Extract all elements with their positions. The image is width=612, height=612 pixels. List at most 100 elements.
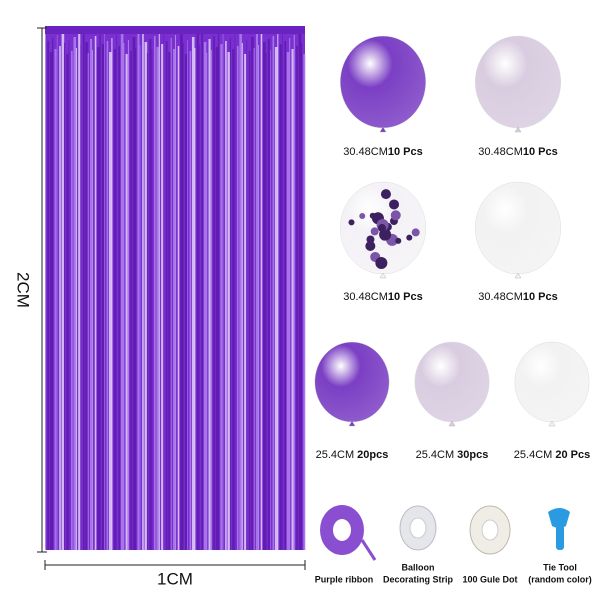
balloon-count: 30pcs <box>457 449 488 461</box>
curtain-strand <box>260 31 263 550</box>
curtain-strand <box>236 46 239 550</box>
confetti <box>411 228 420 237</box>
balloon-count: 20 Pcs <box>555 449 590 461</box>
curtain-strand <box>258 45 259 550</box>
balloon-body <box>514 341 590 423</box>
balloon <box>414 341 490 427</box>
curtain-strand <box>244 54 247 550</box>
curtain-strand <box>215 47 219 550</box>
curtain-strand <box>154 36 156 550</box>
curtain-strand <box>187 40 188 550</box>
curtain-strand <box>265 53 267 550</box>
curtain-strand <box>298 32 302 550</box>
curtain-strand <box>156 47 159 550</box>
curtain-strand <box>170 38 172 550</box>
curtain-strand <box>161 44 164 550</box>
balloon-count: 10 Pcs <box>388 146 423 158</box>
balloon-body <box>414 341 490 423</box>
curtain-strand <box>222 30 224 550</box>
curtain-strand <box>149 39 152 550</box>
confetti <box>390 210 401 221</box>
curtain-strand <box>97 47 100 550</box>
curtain-strand <box>49 52 53 550</box>
curtain-strand <box>87 53 89 550</box>
accessory-label: Balloon <box>402 562 435 572</box>
balloon-knot <box>514 272 522 279</box>
confetti <box>395 237 402 244</box>
curtain-strand <box>229 38 231 550</box>
curtain-strand <box>267 39 270 550</box>
curtain-strand <box>158 33 160 550</box>
curtain-strand <box>291 49 294 550</box>
curtain-strand <box>196 34 199 550</box>
curtain-strand <box>130 51 132 550</box>
balloon-size: 30.48CM <box>478 146 523 158</box>
curtain-strand <box>300 43 303 550</box>
balloon-knot <box>448 420 456 427</box>
curtain-strand <box>234 35 236 550</box>
curtain-strand <box>220 44 223 550</box>
curtain-strand <box>146 53 149 550</box>
ribbon-icon <box>320 505 377 561</box>
confetti <box>380 189 391 200</box>
glue-dot-icon <box>469 505 511 555</box>
curtain-strand <box>118 46 121 550</box>
tie-tool-icon <box>548 508 570 550</box>
curtain-strand <box>208 39 211 550</box>
curtain-strand <box>120 32 124 550</box>
curtain-strand <box>99 33 101 550</box>
curtain-strand <box>106 41 109 550</box>
curtain-strand <box>293 35 295 550</box>
curtain-strand <box>59 46 61 550</box>
confetti <box>378 224 387 233</box>
balloon-label: 30.48CM10 Pcs <box>478 291 558 303</box>
curtain-strand <box>172 49 176 550</box>
curtain-strand <box>85 42 88 550</box>
curtain-strand <box>246 40 248 550</box>
curtain-header <box>45 26 305 34</box>
balloon-knot <box>379 272 387 279</box>
balloon-size: 25.4CM <box>514 449 553 461</box>
curtain-strand <box>282 30 283 550</box>
balloon-label: 30.48CM10 Pcs <box>478 146 558 158</box>
balloon-knot <box>348 420 356 427</box>
curtain-strand <box>66 54 69 550</box>
accessory-label: Purple ribbon <box>315 574 374 584</box>
confetti <box>365 240 376 251</box>
curtain-strand <box>135 48 137 550</box>
balloon-label: 30.48CM10 Pcs <box>343 291 423 303</box>
curtain-strand <box>270 50 271 550</box>
curtain-strand <box>284 41 286 550</box>
balloon-body <box>314 341 390 423</box>
curtain-strand <box>255 34 259 550</box>
curtain-strand <box>47 41 49 550</box>
curtain-strand <box>182 43 184 550</box>
curtain-strand <box>184 54 187 550</box>
curtain-strand <box>213 36 215 550</box>
curtain-strand <box>239 32 242 550</box>
curtain-strand <box>61 32 65 550</box>
curtain-strand <box>94 36 97 550</box>
curtain-strand <box>68 40 70 550</box>
curtain-strand <box>180 32 183 550</box>
foil-curtain <box>45 26 306 550</box>
curtain-strand <box>272 36 275 550</box>
confetti <box>389 199 400 210</box>
curtain-strand <box>191 37 195 550</box>
curtain-strand <box>139 45 141 550</box>
confetti <box>406 234 413 241</box>
curtain-strand <box>165 41 168 550</box>
width-label: 1CM <box>157 569 193 588</box>
confetti <box>370 227 379 236</box>
balloon <box>339 181 427 279</box>
curtain-strand <box>104 30 105 550</box>
accessory-label: Tie Tool <box>543 562 577 572</box>
confetti <box>369 212 376 219</box>
curtain-strand <box>82 31 85 550</box>
curtain-strand <box>123 43 125 550</box>
balloon-size: 30.48CM <box>343 291 388 303</box>
balloon <box>514 341 590 427</box>
curtain-strand <box>201 31 204 550</box>
curtain-strand <box>253 48 255 550</box>
